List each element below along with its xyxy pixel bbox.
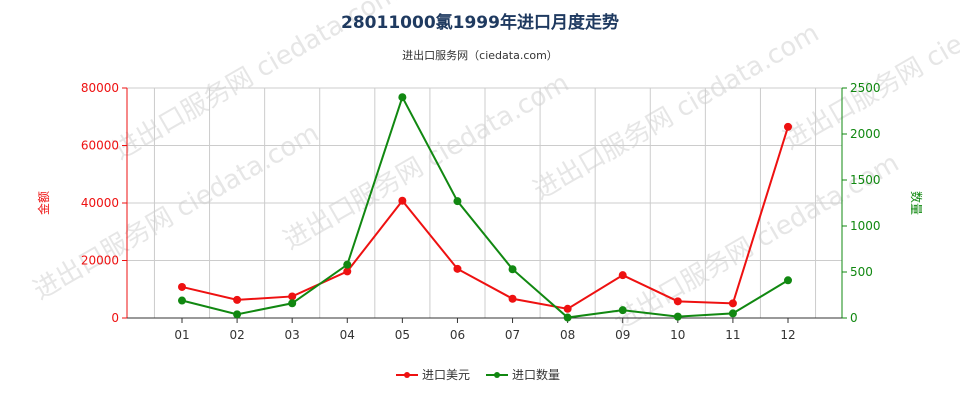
- data-point-import-qty[interactable]: [343, 261, 351, 269]
- y-left-tick-label: 40000: [81, 196, 119, 210]
- y-left-tick-label: 60000: [81, 139, 119, 153]
- y-right-tick-label: 2000: [850, 127, 881, 141]
- x-tick-label: 06: [450, 328, 465, 342]
- y-right-tick-label: 500: [850, 265, 873, 279]
- y-left-tick-label: 0: [111, 311, 119, 325]
- y-right-tick-label: 2500: [850, 81, 881, 95]
- y-left-tick-label: 80000: [81, 81, 119, 95]
- data-point-import-usd[interactable]: [784, 123, 792, 131]
- y-right-tick-label: 1000: [850, 219, 881, 233]
- y-left-tick-label: 20000: [81, 254, 119, 268]
- data-point-import-qty[interactable]: [509, 265, 517, 273]
- chart-title: 28011000氯1999年进口月度走势: [341, 12, 619, 33]
- legend-item-series1[interactable]: 进口美元: [396, 368, 470, 382]
- x-tick-label: 09: [615, 328, 630, 342]
- data-point-import-qty[interactable]: [674, 313, 682, 321]
- data-point-import-usd[interactable]: [233, 296, 241, 304]
- data-point-import-qty[interactable]: [233, 310, 241, 318]
- chart-subtitle: 进出口服务网（ciedata.com）: [402, 48, 558, 62]
- y-axis-right-label: 数量: [909, 191, 924, 215]
- x-tick-label: 03: [285, 328, 300, 342]
- y-axis-left-label: 金额: [36, 191, 51, 215]
- data-point-import-qty[interactable]: [178, 297, 186, 305]
- data-point-import-usd[interactable]: [453, 265, 461, 273]
- data-point-import-usd[interactable]: [288, 292, 296, 300]
- data-point-import-usd[interactable]: [178, 283, 186, 291]
- legend-label-series1: 进口美元: [422, 368, 470, 382]
- watermark-text: 进出口服务网 ciedata.com: [529, 18, 825, 206]
- data-point-import-usd[interactable]: [509, 295, 517, 303]
- data-point-import-qty[interactable]: [784, 276, 792, 284]
- x-tick-label: 12: [780, 328, 795, 342]
- x-tick-label: 07: [505, 328, 520, 342]
- data-point-import-qty[interactable]: [288, 299, 296, 307]
- data-point-import-qty[interactable]: [453, 197, 461, 205]
- y-right-tick-label: 0: [850, 311, 858, 325]
- data-point-import-qty[interactable]: [619, 306, 627, 314]
- y-right-tick-label: 1500: [850, 173, 881, 187]
- legend-item-series2[interactable]: 进口数量: [486, 367, 560, 382]
- x-tick-label: 10: [670, 328, 685, 342]
- x-tick-label: 05: [395, 328, 410, 342]
- data-point-import-qty[interactable]: [398, 93, 406, 101]
- x-tick-label: 01: [174, 328, 189, 342]
- data-point-import-usd[interactable]: [564, 305, 572, 313]
- data-point-import-qty[interactable]: [729, 309, 737, 317]
- legend: 进口美元 进口数量: [396, 367, 560, 382]
- watermark-text: 进出口服务网 ciedata.com: [29, 118, 325, 306]
- x-tick-label: 04: [340, 328, 355, 342]
- data-point-import-usd[interactable]: [619, 271, 627, 279]
- x-tick-label: 11: [725, 328, 740, 342]
- data-point-import-qty[interactable]: [564, 314, 572, 322]
- watermark-text: 进出口服务网 ciedata.com: [279, 68, 575, 256]
- data-point-import-usd[interactable]: [398, 197, 406, 205]
- data-point-import-usd[interactable]: [674, 297, 682, 305]
- x-tick-label: 08: [560, 328, 575, 342]
- x-tick-label: 02: [229, 328, 244, 342]
- legend-label-series2: 进口数量: [512, 367, 560, 382]
- data-point-import-usd[interactable]: [729, 299, 737, 307]
